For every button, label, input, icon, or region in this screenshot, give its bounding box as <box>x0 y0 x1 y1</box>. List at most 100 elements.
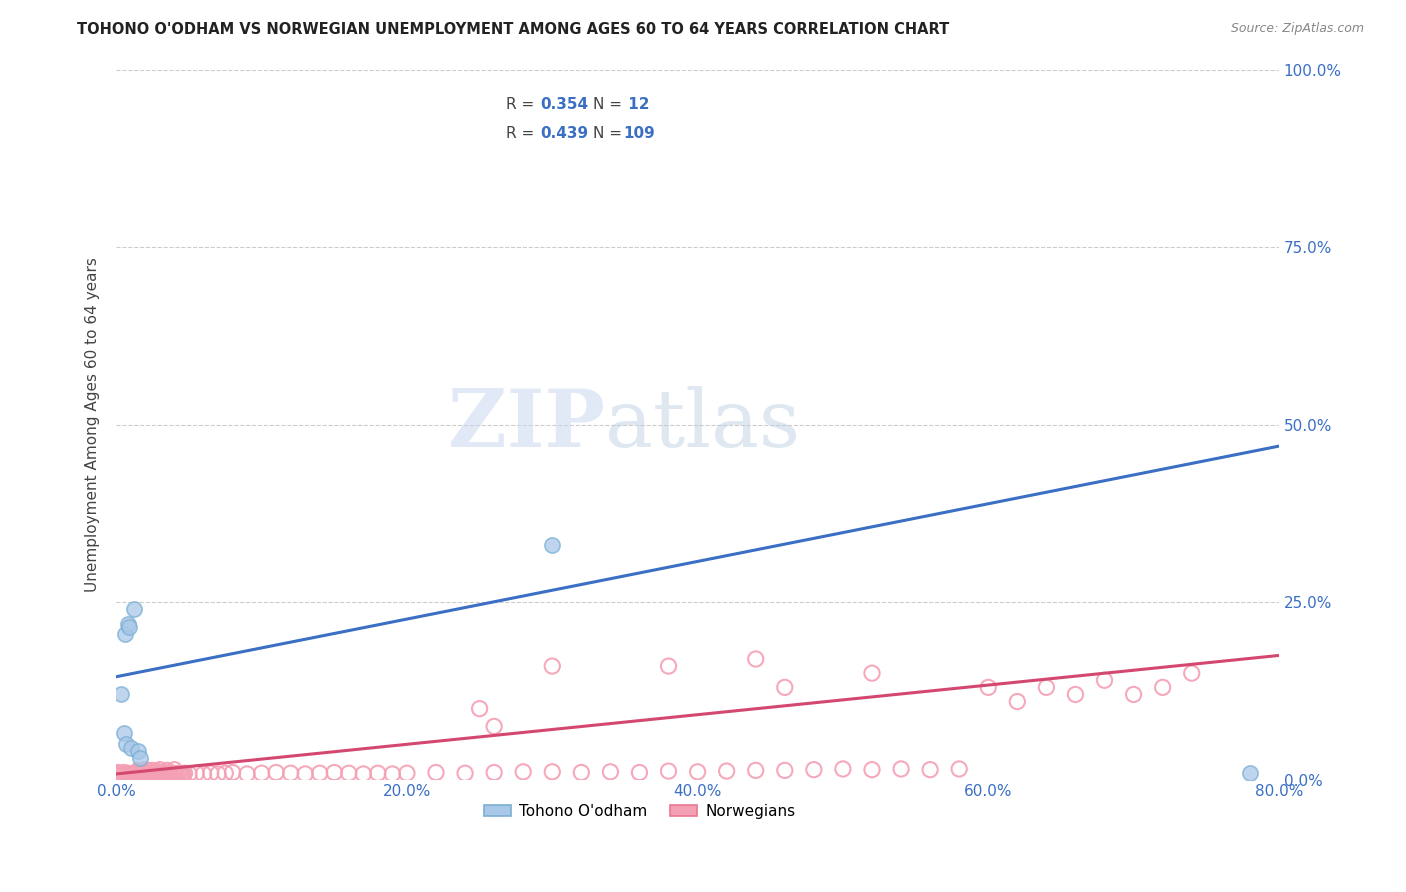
Point <box>112 726 135 740</box>
Point <box>207 767 229 781</box>
Point <box>264 765 287 780</box>
Point <box>569 765 592 780</box>
Point <box>136 767 159 781</box>
Point <box>146 764 169 778</box>
Point <box>167 766 190 780</box>
Point <box>128 751 150 765</box>
Point <box>352 767 374 781</box>
Point <box>657 659 679 673</box>
Text: ZIP: ZIP <box>447 386 605 464</box>
Point <box>381 767 404 781</box>
Text: N =: N = <box>593 96 627 112</box>
Point <box>200 766 222 780</box>
Point <box>948 762 970 776</box>
Point <box>149 763 172 777</box>
Point <box>628 765 651 780</box>
Point <box>860 763 883 777</box>
Point <box>150 766 173 780</box>
Point <box>250 766 273 780</box>
Text: R =: R = <box>506 127 538 142</box>
Point <box>145 767 167 781</box>
Point <box>745 652 768 666</box>
Y-axis label: Unemployment Among Ages 60 to 64 years: Unemployment Among Ages 60 to 64 years <box>86 258 100 592</box>
Point <box>162 766 184 780</box>
Point <box>890 762 912 776</box>
Point <box>111 767 134 781</box>
Point <box>1064 688 1087 702</box>
Point <box>153 767 176 781</box>
Point <box>773 681 796 695</box>
Point <box>294 767 316 781</box>
Point <box>920 763 942 777</box>
Point <box>193 767 215 781</box>
Point <box>541 764 564 779</box>
Point <box>1239 765 1261 780</box>
Point <box>169 767 191 781</box>
Point <box>280 766 302 780</box>
Point <box>163 763 186 777</box>
Point <box>172 767 194 781</box>
Point <box>142 764 165 778</box>
Point <box>468 701 491 715</box>
Point <box>120 768 142 782</box>
Point <box>170 767 193 781</box>
Text: 0.354: 0.354 <box>541 96 589 112</box>
Point <box>686 764 709 779</box>
Point <box>425 765 447 780</box>
Point <box>127 744 149 758</box>
Point <box>148 767 170 781</box>
Point <box>142 766 165 780</box>
Point <box>117 616 139 631</box>
Text: Source: ZipAtlas.com: Source: ZipAtlas.com <box>1230 22 1364 36</box>
Point <box>337 766 360 780</box>
Point <box>149 767 172 781</box>
Point <box>454 766 477 780</box>
Point <box>657 764 679 778</box>
Text: 0.439: 0.439 <box>541 127 589 142</box>
Point <box>127 764 149 778</box>
Point <box>165 767 187 781</box>
Point <box>127 767 149 781</box>
Point <box>152 765 174 780</box>
Point <box>173 766 195 780</box>
Point <box>128 768 150 782</box>
Point <box>186 766 208 780</box>
Point <box>160 767 183 781</box>
Point <box>1122 688 1144 702</box>
Text: 12: 12 <box>623 96 650 112</box>
Legend: Tohono O'odham, Norwegians: Tohono O'odham, Norwegians <box>478 798 801 825</box>
Point <box>110 769 132 783</box>
Point <box>395 766 418 780</box>
Point <box>214 766 236 780</box>
Point <box>308 766 330 780</box>
Point <box>236 767 259 781</box>
Point <box>1094 673 1116 688</box>
Point <box>159 767 181 781</box>
Point <box>512 764 534 779</box>
Point <box>117 766 139 780</box>
Point <box>115 737 138 751</box>
Point <box>134 767 156 781</box>
Point <box>131 764 153 778</box>
Point <box>367 766 389 780</box>
Point <box>977 681 1000 695</box>
Point <box>860 666 883 681</box>
Point <box>177 767 200 781</box>
Point <box>1152 681 1174 695</box>
Text: TOHONO O'ODHAM VS NORWEGIAN UNEMPLOYMENT AMONG AGES 60 TO 64 YEARS CORRELATION C: TOHONO O'ODHAM VS NORWEGIAN UNEMPLOYMENT… <box>77 22 949 37</box>
Point <box>114 627 136 641</box>
Point <box>108 767 131 781</box>
Point <box>138 768 160 782</box>
Point <box>143 767 166 781</box>
Point <box>541 659 564 673</box>
Point <box>122 766 145 780</box>
Point <box>599 764 621 779</box>
Point <box>125 766 148 780</box>
Point <box>1035 681 1057 695</box>
Point <box>221 765 243 780</box>
Text: N =: N = <box>593 127 627 142</box>
Point <box>129 767 152 781</box>
Point <box>1181 666 1204 681</box>
Point <box>146 766 169 780</box>
Point <box>156 764 179 778</box>
